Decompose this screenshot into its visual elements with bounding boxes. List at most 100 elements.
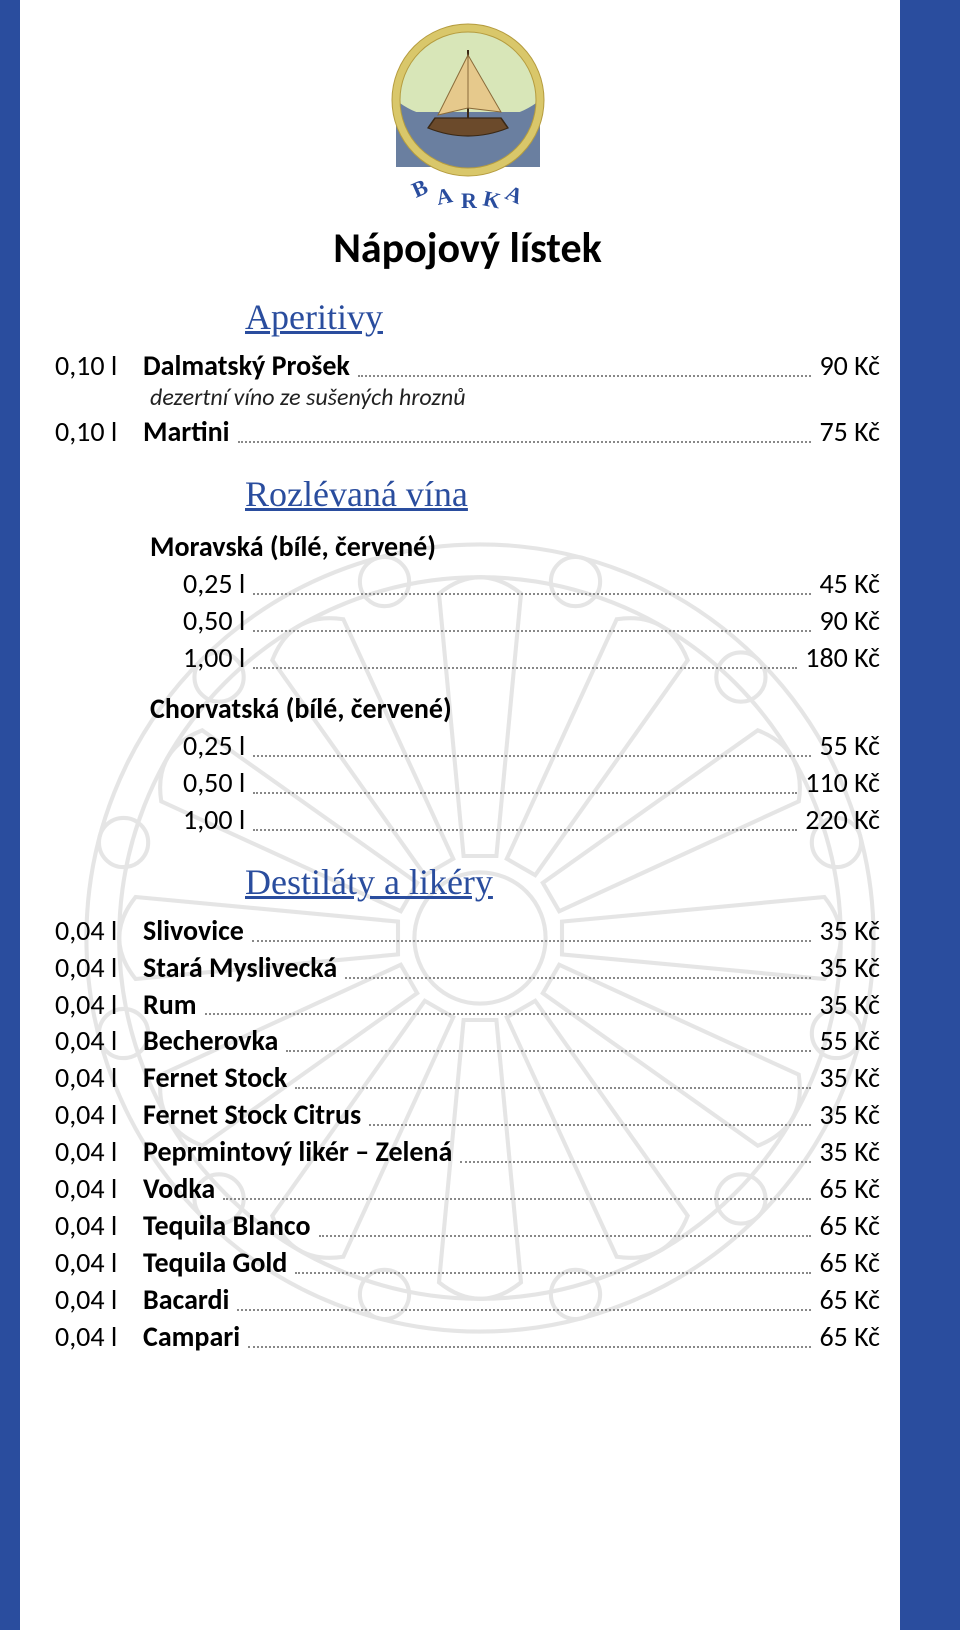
item-name: Tequila Gold xyxy=(143,1245,291,1282)
volume: 0,10 l xyxy=(55,348,143,385)
section-heading: Destiláty a likéry xyxy=(245,861,880,903)
leader-dots xyxy=(295,1272,811,1274)
leader-dots xyxy=(253,792,797,794)
volume: 0,04 l xyxy=(55,913,143,950)
volume: 0,04 l xyxy=(55,950,143,987)
leader-dots xyxy=(253,829,797,831)
menu-row: 0,50 l110 Kč xyxy=(55,765,880,802)
price: 65 Kč xyxy=(815,1208,880,1245)
price: 180 Kč xyxy=(801,640,880,677)
item-name: 1,00 l xyxy=(183,802,249,839)
price: 90 Kč xyxy=(815,603,880,640)
item-name: Martini xyxy=(143,414,234,451)
section-heading: Aperitivy xyxy=(245,296,880,338)
menu-row: 0,04 lStará Myslivecká 35 Kč xyxy=(55,950,880,987)
sections-container: Aperitivy0,10 lDalmatský Prošek90 Kčdeze… xyxy=(55,296,880,1356)
menu-row: 0,25 l 55 Kč xyxy=(55,728,880,765)
price: 35 Kč xyxy=(815,950,880,987)
price: 35 Kč xyxy=(815,1134,880,1171)
price: 35 Kč xyxy=(815,1097,880,1134)
item-name: 0,50 l xyxy=(183,603,249,640)
price: 65 Kč xyxy=(815,1319,880,1356)
leader-dots xyxy=(205,1013,812,1015)
item-name: Slivovice xyxy=(143,913,248,950)
menu-row: 0,04 lPeprmintový likér – Zelená 35 Kč xyxy=(55,1134,880,1171)
menu-row: 0,04 lTequila Gold 65 Kč xyxy=(55,1245,880,1282)
menu-page: B A R K A Nápojový lístek Aperitivy 0,10 … xyxy=(0,0,960,1630)
svg-text:R: R xyxy=(461,188,478,210)
volume: 0,04 l xyxy=(55,1245,143,1282)
price: 220 Kč xyxy=(801,802,880,839)
volume: 0,04 l xyxy=(55,987,143,1024)
volume: 0,04 l xyxy=(55,1171,143,1208)
menu-row: 0,04 lSlivovice 35 Kč xyxy=(55,913,880,950)
price: 65 Kč xyxy=(815,1282,880,1319)
leader-dots xyxy=(253,667,797,669)
menu-row: 0,04 lTequila Blanco 65 Kč xyxy=(55,1208,880,1245)
leader-dots xyxy=(369,1124,811,1126)
item-desc: dezertní víno ze sušených hroznů xyxy=(150,383,880,412)
leader-dots xyxy=(252,940,812,942)
item-name: Vodka xyxy=(143,1171,219,1208)
svg-text:B: B xyxy=(407,174,431,203)
leader-dots xyxy=(286,1050,811,1052)
menu-row: 0,10 lDalmatský Prošek90 Kč xyxy=(55,348,880,385)
item-name: 1,00 l xyxy=(183,640,249,677)
price: 35 Kč xyxy=(815,913,880,950)
price: 35 Kč xyxy=(815,987,880,1024)
price: 55 Kč xyxy=(815,728,880,765)
menu-row: 1,00 l 180 Kč xyxy=(55,640,880,677)
volume: 0,04 l xyxy=(55,1023,143,1060)
svg-text:A: A xyxy=(501,180,526,209)
logo-container: B A R K A xyxy=(55,20,880,215)
price: 65 Kč xyxy=(815,1171,880,1208)
menu-row: 0,50 l 90 Kč xyxy=(55,603,880,640)
item-name: 0,25 l xyxy=(183,728,249,765)
item-name: Fernet Stock xyxy=(143,1060,291,1097)
price: 65 Kč xyxy=(815,1245,880,1282)
item-name: Peprmintový likér – Zelená xyxy=(143,1134,456,1171)
price: 45 Kč xyxy=(815,566,880,603)
volume: 0,04 l xyxy=(55,1208,143,1245)
sub-heading: Chorvatská (bílé, červené) xyxy=(150,691,880,726)
volume: 0,04 l xyxy=(55,1060,143,1097)
leader-dots xyxy=(223,1198,811,1200)
volume: 0,04 l xyxy=(55,1319,143,1356)
leader-dots xyxy=(253,593,811,595)
volume: 0,04 l xyxy=(55,1134,143,1171)
menu-row: 0,04 lCampari65 Kč xyxy=(55,1319,880,1356)
leader-dots xyxy=(237,1309,811,1311)
menu-row: 0,04 lRum35 Kč xyxy=(55,987,880,1024)
sub-heading: Moravská (bílé, červené) xyxy=(150,529,880,564)
leader-dots xyxy=(253,755,811,757)
page-title: Nápojový lístek xyxy=(55,223,880,274)
leader-dots xyxy=(253,630,811,632)
item-name: Becherovka xyxy=(143,1023,282,1060)
item-name: 0,50 l xyxy=(183,765,249,802)
volume: 0,04 l xyxy=(55,1097,143,1134)
menu-row: 0,10 lMartini 75 Kč xyxy=(55,414,880,451)
barka-logo: B A R K A xyxy=(383,20,553,215)
svg-text:K: K xyxy=(480,185,502,210)
leader-dots xyxy=(319,1235,812,1237)
menu-row: 0,04 lFernet Stock Citrus 35 Kč xyxy=(55,1097,880,1134)
leader-dots xyxy=(295,1087,811,1089)
leader-dots xyxy=(238,441,812,443)
price: 55 Kč xyxy=(815,1023,880,1060)
menu-row: 0,04 lVodka 65 Kč xyxy=(55,1171,880,1208)
content-area: B A R K A Nápojový lístek Aperitivy 0,10 … xyxy=(0,0,960,1376)
menu-row: 0,04 lBecherovka 55 Kč xyxy=(55,1023,880,1060)
item-name: Tequila Blanco xyxy=(143,1208,315,1245)
item-name: Stará Myslivecká xyxy=(143,950,341,987)
leader-dots xyxy=(248,1346,811,1348)
price: 35 Kč xyxy=(815,1060,880,1097)
price: 75 Kč xyxy=(815,414,880,451)
leader-dots xyxy=(358,375,812,377)
item-name: Bacardi xyxy=(143,1282,233,1319)
volume: 0,10 l xyxy=(55,414,143,451)
item-name: Dalmatský Prošek xyxy=(143,348,354,385)
item-name: Fernet Stock Citrus xyxy=(143,1097,365,1134)
section-heading: Rozlévaná vína xyxy=(245,473,880,515)
menu-row: 0,04 lBacardi65 Kč xyxy=(55,1282,880,1319)
leader-dots xyxy=(345,977,811,979)
